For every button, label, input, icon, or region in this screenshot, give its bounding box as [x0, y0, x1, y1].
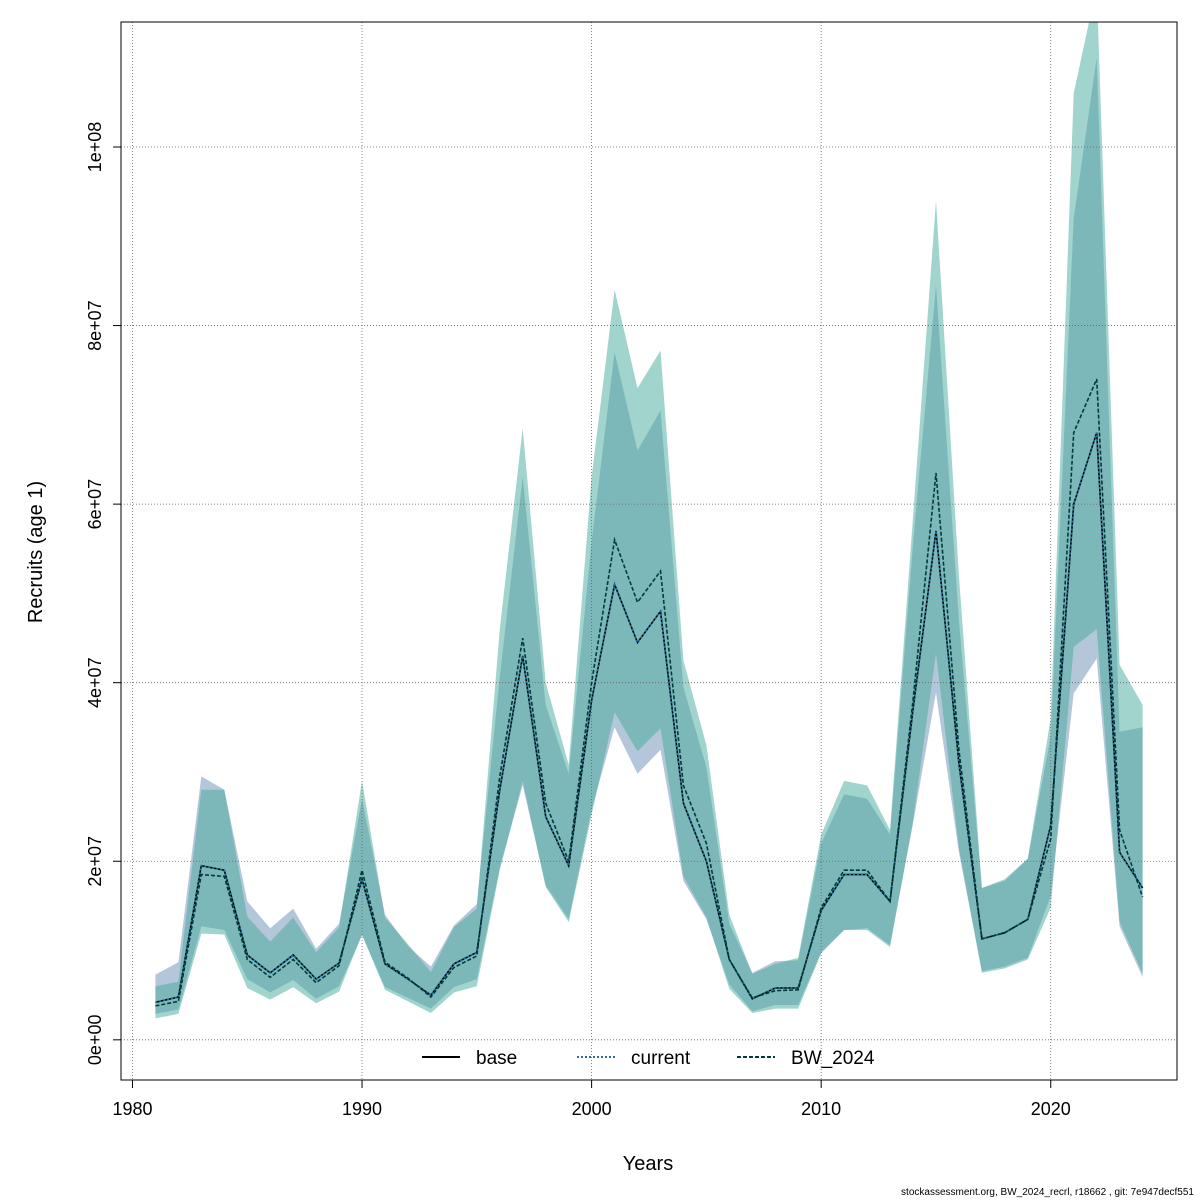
y-tick-label: 1e+08: [85, 122, 105, 173]
confidence-bands: [155, 22, 1143, 1019]
y-axis-title: Recruits (age 1): [25, 481, 47, 623]
axes: 1980 1990 2000 2010 2020 0e+00 2e+07 4e+07 6e+07…: [85, 21, 1178, 1119]
legend-label: base: [476, 1048, 517, 1069]
legend-label: BW_2024: [791, 1048, 875, 1069]
x-tick-label: 2010: [801, 1099, 841, 1119]
y-tick-label: 8e+07: [85, 300, 105, 351]
legend: base current BW_2024: [422, 1048, 875, 1069]
series-line-bw-2024: [155, 378, 1144, 1007]
x-tick-label: 1990: [342, 1099, 382, 1119]
x-tick-label: 2000: [572, 1099, 612, 1119]
y-tick-label: 4e+07: [85, 657, 105, 708]
y-tick-label: 2e+07: [85, 836, 105, 887]
series-lines: [155, 378, 1144, 1007]
y-tick-label: 0e+00: [85, 1015, 105, 1066]
legend-label: current: [631, 1048, 691, 1069]
plot-frame: [120, 21, 1178, 1081]
x-axis-title: Years: [623, 1153, 673, 1175]
band-bw-2024: [155, 22, 1143, 1019]
grid-lines: [121, 22, 1177, 1080]
series-line-current: [155, 432, 1144, 1004]
x-tick-label: 1980: [112, 1099, 152, 1119]
footer-note: stockassessment.org, BW_2024_recrl, r186…: [901, 1187, 1194, 1198]
y-tick-label: 6e+07: [85, 479, 105, 530]
x-tick-label: 2020: [1031, 1099, 1071, 1119]
